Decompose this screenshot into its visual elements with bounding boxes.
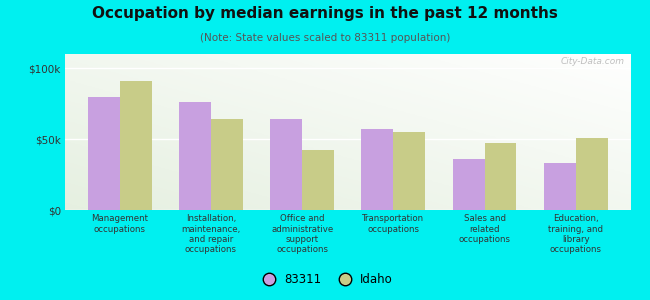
Bar <box>361 129 393 210</box>
Bar <box>211 119 243 210</box>
Text: (Note: State values scaled to 83311 population): (Note: State values scaled to 83311 popu… <box>200 33 450 43</box>
Legend: 83311, Idaho: 83311, Idaho <box>252 269 398 291</box>
Bar <box>452 159 484 210</box>
Bar <box>576 138 608 210</box>
Bar <box>88 97 120 210</box>
Bar <box>302 150 334 210</box>
Bar <box>120 81 151 210</box>
Bar <box>484 143 517 210</box>
Bar <box>270 119 302 210</box>
Bar <box>179 102 211 210</box>
Text: Occupation by median earnings in the past 12 months: Occupation by median earnings in the pas… <box>92 6 558 21</box>
Text: City-Data.com: City-Data.com <box>561 57 625 66</box>
Bar <box>393 132 425 210</box>
Bar <box>544 163 576 210</box>
